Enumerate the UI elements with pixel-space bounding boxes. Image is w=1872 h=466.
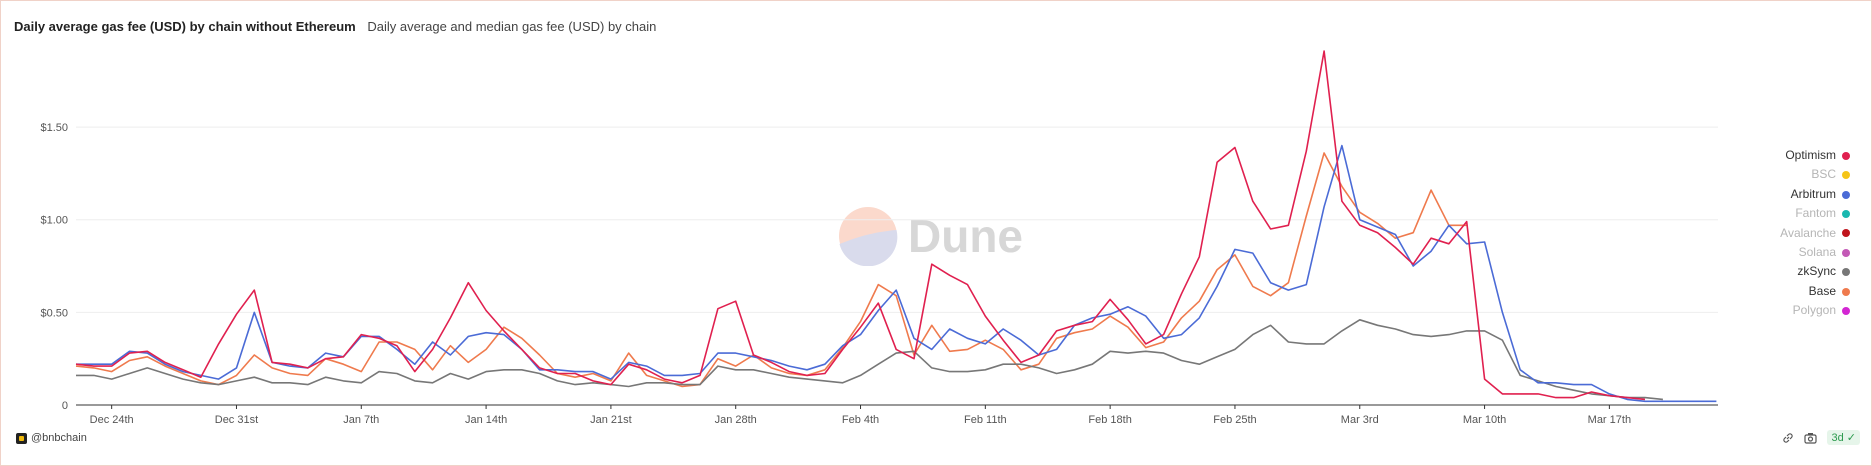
- footer-attribution: @bnbchain: [16, 432, 87, 444]
- x-tick-label: Mar 10th: [1463, 414, 1506, 426]
- dune-logo-icon: [839, 207, 898, 266]
- legend-item-avalanche[interactable]: Avalanche: [1780, 224, 1850, 243]
- legend-label: Solana: [1798, 244, 1836, 259]
- legend-item-optimism[interactable]: Optimism: [1780, 146, 1850, 165]
- series-lines: [75, 50, 1717, 403]
- bnbchain-logo-icon: [16, 432, 27, 444]
- legend-label: zkSync: [1797, 264, 1836, 279]
- legend-label: BSC: [1811, 167, 1836, 182]
- legend-swatch-icon: [1842, 151, 1850, 160]
- y-tick-label: $1.50: [40, 122, 68, 134]
- x-tick-label: Jan 21st: [590, 414, 632, 426]
- check-circle-icon: ✓: [1846, 432, 1856, 444]
- chart-title[interactable]: Daily average gas fee (USD) by chain wit…: [14, 19, 356, 34]
- chart-legend: Optimism BSC Arbitrum Fantom Avalanche Solana…: [1780, 146, 1850, 321]
- x-tick-label: Feb 25th: [1213, 414, 1256, 426]
- legend-label: Fantom: [1795, 206, 1836, 221]
- x-tick-label: Mar 17th: [1588, 414, 1631, 426]
- x-tick-label: Dec 24th: [90, 414, 134, 426]
- x-tick-label: Feb 4th: [842, 414, 879, 426]
- x-axis-ticks: Dec 24th Dec 31st Jan 7th Jan 14th Jan 21st J…: [90, 405, 1631, 426]
- dune-watermark: Dune: [838, 206, 1023, 266]
- legend-label: Arbitrum: [1790, 186, 1836, 201]
- watermark-text: Dune: [908, 210, 1023, 262]
- legend-item-polygon[interactable]: Polygon: [1780, 301, 1850, 320]
- legend-swatch-icon: [1842, 171, 1850, 180]
- chart-subtitle[interactable]: Daily average and median gas fee (USD) b…: [367, 19, 657, 34]
- legend-label: Polygon: [1792, 303, 1836, 318]
- refresh-badge[interactable]: 3d ✓: [1827, 430, 1860, 445]
- x-tick-label: Mar 3rd: [1341, 414, 1379, 426]
- legend-swatch-icon: [1842, 229, 1850, 238]
- legend-swatch-icon: [1842, 268, 1850, 277]
- series-line-zksync[interactable]: [76, 319, 1663, 401]
- camera-icon[interactable]: [1804, 432, 1818, 444]
- legend-item-zksync[interactable]: zkSync: [1780, 262, 1850, 281]
- legend-swatch-icon: [1842, 190, 1850, 199]
- legend-item-solana[interactable]: Solana: [1780, 243, 1850, 262]
- footer-controls: 3d ✓: [1782, 430, 1860, 445]
- footer-handle[interactable]: @bnbchain: [31, 432, 87, 444]
- legend-swatch-icon: [1842, 287, 1850, 296]
- legend-swatch-icon: [1842, 248, 1850, 257]
- series-line-base[interactable]: [75, 152, 1467, 388]
- y-axis-ticks: 0 $0.50 $1.00 $1.50: [40, 122, 68, 412]
- legend-item-base[interactable]: Base: [1780, 282, 1850, 301]
- legend-item-bsc[interactable]: BSC: [1780, 165, 1850, 184]
- y-tick-label: 0: [62, 400, 68, 412]
- x-tick-label: Feb 11th: [964, 414, 1007, 426]
- x-tick-label: Jan 7th: [343, 414, 379, 426]
- x-tick-label: Jan 14th: [465, 414, 507, 426]
- y-tick-label: $0.50: [40, 307, 68, 319]
- legend-label: Optimism: [1785, 148, 1836, 162]
- legend-item-fantom[interactable]: Fantom: [1780, 204, 1850, 223]
- x-tick-label: Dec 31st: [215, 414, 258, 426]
- y-tick-label: $1.00: [40, 215, 68, 227]
- legend-item-arbitrum[interactable]: Arbitrum: [1780, 185, 1850, 204]
- legend-swatch-icon: [1842, 306, 1850, 315]
- series-line-optimism[interactable]: [75, 50, 1646, 401]
- legend-swatch-icon: [1842, 210, 1850, 218]
- refresh-interval: 3d: [1831, 432, 1844, 444]
- x-tick-label: Jan 28th: [715, 414, 757, 426]
- legend-label: Base: [1808, 283, 1836, 298]
- link-icon[interactable]: [1782, 432, 1794, 444]
- x-tick-label: Feb 18th: [1088, 414, 1131, 426]
- chart-header: Daily average gas fee (USD) by chain wit…: [14, 19, 656, 34]
- grid-lines: [76, 126, 1718, 406]
- legend-label: Avalanche: [1780, 225, 1836, 240]
